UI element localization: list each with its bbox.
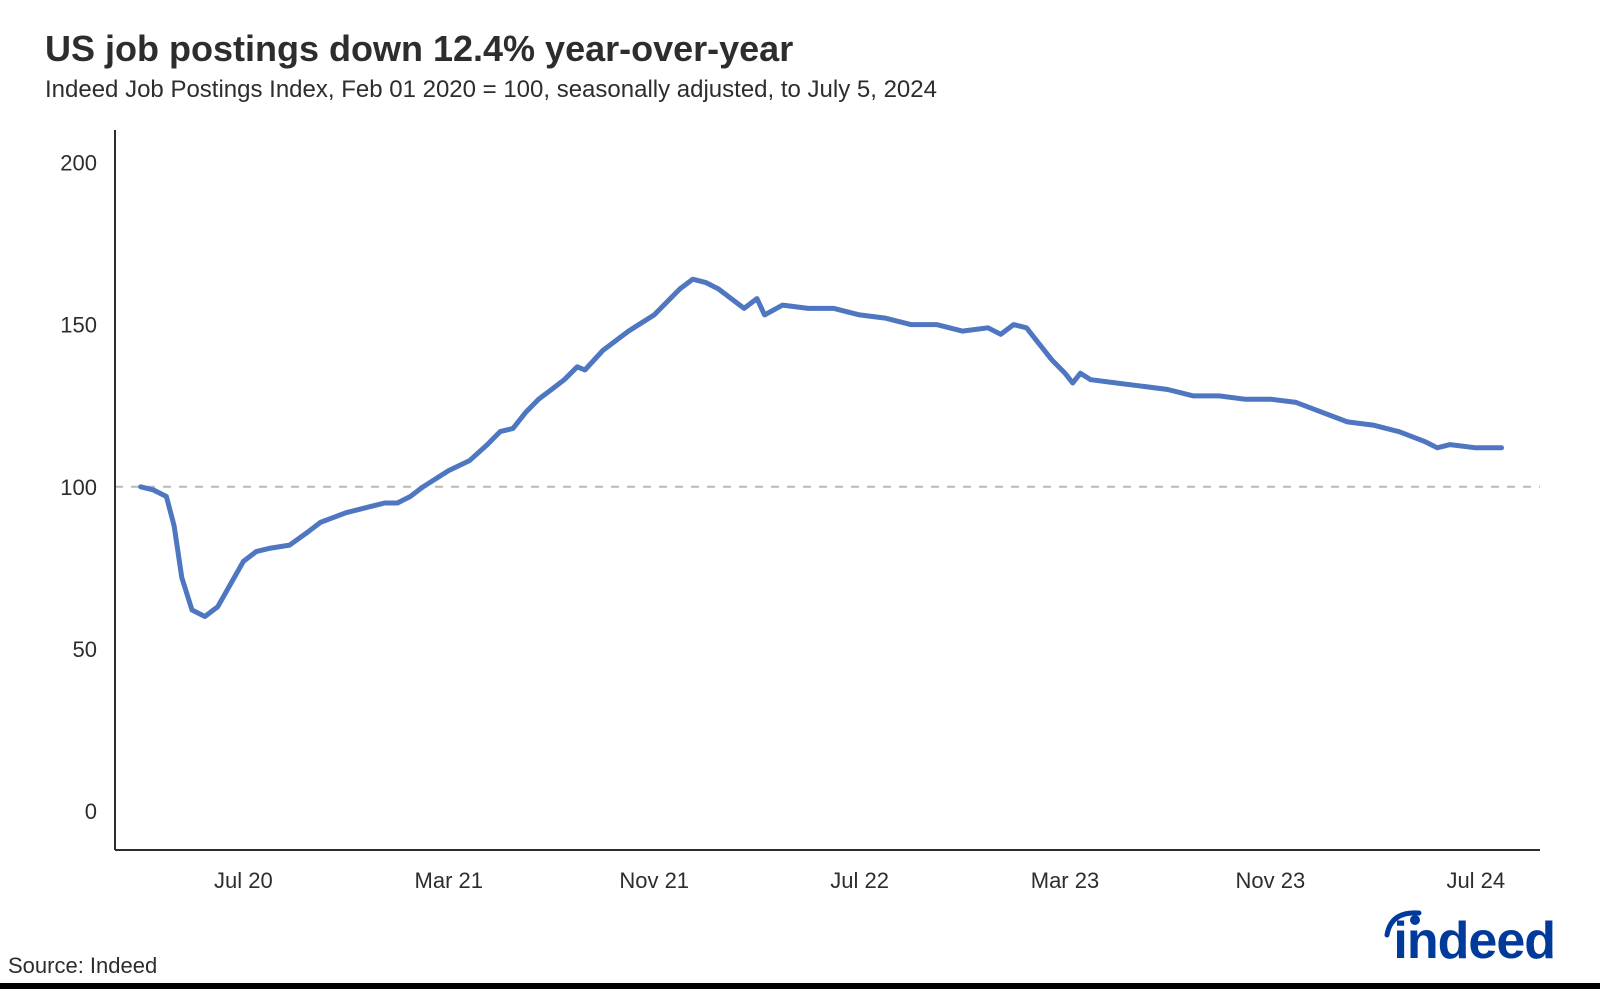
indeed-logo-swoosh-icon (1383, 905, 1423, 945)
data-series-line (141, 279, 1502, 616)
chart-subtitle: Indeed Job Postings Index, Feb 01 2020 =… (45, 76, 937, 104)
y-tick-label: 200 (60, 150, 97, 175)
x-tick-label: Nov 21 (619, 868, 689, 893)
y-tick-label: 50 (73, 637, 97, 662)
y-tick-label: 0 (85, 799, 97, 824)
x-tick-label: Nov 23 (1236, 868, 1306, 893)
chart-plot-area: 0 50 100 150 200 Jul 20 Mar 21 Nov 21 Jul 22 Mar … (45, 120, 1555, 910)
chart-container: US job postings down 12.4% year-over-yea… (0, 0, 1600, 989)
indeed-logo: indeed (1393, 911, 1555, 971)
footer-bar (0, 983, 1600, 989)
source-text: Source: Indeed (8, 953, 157, 979)
y-tick-label: 100 (60, 475, 97, 500)
x-tick-label: Jul 24 (1446, 868, 1505, 893)
chart-svg: 0 50 100 150 200 Jul 20 Mar 21 Nov 21 Jul 22 Mar … (45, 120, 1555, 910)
x-tick-label: Jul 20 (214, 868, 273, 893)
x-tick-label: Mar 21 (415, 868, 483, 893)
x-tick-label: Mar 23 (1031, 868, 1099, 893)
x-tick-label: Jul 22 (830, 868, 889, 893)
y-tick-label: 150 (60, 313, 97, 338)
chart-title: US job postings down 12.4% year-over-yea… (45, 28, 793, 70)
